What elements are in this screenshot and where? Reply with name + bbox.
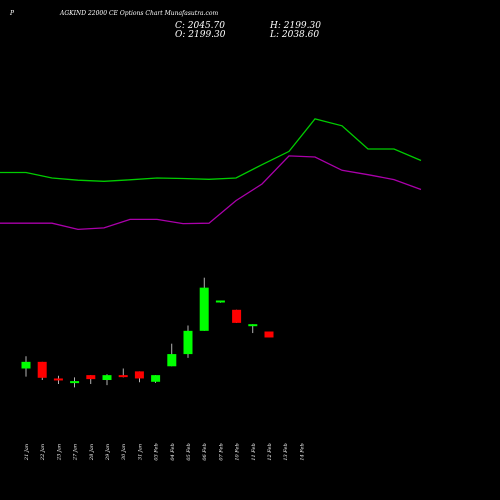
- x-tick-label: 28 Jan: [89, 444, 95, 461]
- x-tick-label: 07 Feb: [218, 443, 224, 460]
- candle-body: [86, 375, 96, 380]
- candle: [37, 361, 47, 381]
- candle-body: [199, 287, 209, 331]
- x-tick-label: 22 Jan: [40, 444, 46, 461]
- x-tick-label: 11 Feb: [251, 443, 257, 460]
- candle: [21, 356, 31, 377]
- candle: [264, 331, 274, 338]
- candle: [134, 371, 144, 383]
- candle-body: [264, 331, 274, 338]
- x-tick-label: 04 Feb: [170, 443, 176, 460]
- x-tick-label: 23 Jan: [56, 444, 62, 461]
- x-tick-label: 29 Jan: [105, 444, 111, 461]
- x-tick-label: 30 Jan: [121, 444, 127, 460]
- candle-body: [248, 324, 258, 327]
- lower-band-line: [0, 155, 422, 231]
- open-price: O: 2199.30: [175, 30, 226, 40]
- candle: [215, 300, 225, 303]
- candle: [102, 374, 112, 386]
- x-tick-label: 03 Feb: [154, 443, 160, 460]
- x-tick-label: 21 Jan: [24, 444, 30, 461]
- close-price: C: 2045.70: [175, 21, 225, 31]
- x-tick-label: 10 Feb: [235, 443, 241, 460]
- candle-body: [118, 375, 128, 378]
- x-tick-label: 13 Feb: [283, 443, 289, 460]
- x-tick-label: 05 Feb: [186, 443, 192, 460]
- x-tick-label: 12 Feb: [267, 443, 273, 460]
- candle-body: [183, 330, 193, 355]
- chart-title-prefix: P: [9, 10, 15, 17]
- candles-group: [21, 277, 274, 388]
- candle: [167, 343, 177, 367]
- candle: [183, 325, 193, 358]
- candle: [248, 324, 258, 334]
- candle-body: [167, 354, 177, 367]
- x-ticks-group: 21 Jan 22 Jan 23 Jan 27 Jan 28 Jan 29 Jan 30 J…: [24, 443, 305, 461]
- candle: [70, 377, 80, 388]
- candle-body: [37, 361, 47, 378]
- chart-title: AGKIND 22000 CE Options Chart Munafasutr…: [59, 10, 219, 17]
- x-tick-label: 06 Feb: [202, 443, 208, 460]
- bands-group: [0, 118, 422, 231]
- x-tick-label: 14 Feb: [299, 443, 305, 460]
- candle: [86, 375, 96, 384]
- candle-body: [134, 371, 144, 379]
- x-tick-label: 31 Jan: [137, 444, 143, 460]
- upper-band-line: [0, 118, 422, 182]
- high-price: H: 2199.30: [269, 21, 321, 31]
- x-tick-label: 27 Jan: [73, 444, 79, 461]
- candle-body: [215, 300, 225, 303]
- candle: [118, 368, 128, 378]
- candle-body: [70, 381, 80, 384]
- low-price: L: 2038.60: [269, 30, 319, 40]
- candle-body: [151, 375, 161, 382]
- candle-body: [21, 361, 31, 369]
- candle: [53, 375, 63, 384]
- candle: [232, 309, 242, 323]
- candle: [151, 375, 161, 383]
- candle-body: [102, 375, 112, 381]
- candle: [199, 277, 209, 331]
- candle-body: [53, 378, 63, 381]
- candle-body: [232, 309, 242, 323]
